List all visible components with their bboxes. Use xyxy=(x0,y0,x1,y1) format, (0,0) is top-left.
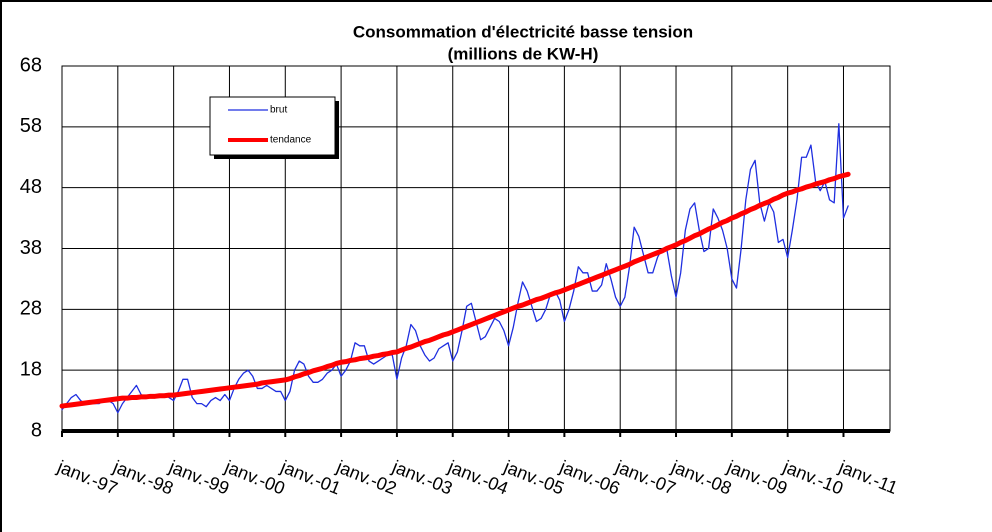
x-tick-label: janv.-01 xyxy=(277,456,344,498)
x-tick-label: janv.-00 xyxy=(221,456,288,498)
x-tick-label: janv.-06 xyxy=(556,456,623,498)
y-tick-label: 58 xyxy=(20,115,42,137)
x-tick-label: janv.-11 xyxy=(835,456,900,498)
x-tick-label: janv.-99 xyxy=(165,456,232,498)
y-tick-label: 48 xyxy=(20,176,42,198)
y-tick-label: 8 xyxy=(31,419,42,441)
y-tick-label: 68 xyxy=(20,54,42,76)
legend-label: tendance xyxy=(270,135,312,146)
x-tick-label: janv.-04 xyxy=(445,456,512,498)
y-tick-label: 18 xyxy=(20,358,42,380)
x-tick-label: janv.-97 xyxy=(54,456,121,498)
x-tick-label: janv.-03 xyxy=(389,456,456,498)
legend xyxy=(209,96,336,156)
series-line xyxy=(61,123,849,414)
y-tick-label: 38 xyxy=(20,237,42,259)
x-tick-label: janv.-09 xyxy=(724,456,791,498)
legend-label: brut xyxy=(270,105,287,116)
x-tick-label: janv.-98 xyxy=(110,456,177,498)
chart-title: Consommation d'électricité basse tension xyxy=(353,22,693,41)
x-tick-label: janv.-10 xyxy=(779,456,846,498)
series-line xyxy=(59,171,851,409)
x-tick-label: janv.-05 xyxy=(500,456,567,498)
x-tick-label: janv.-02 xyxy=(333,456,400,498)
chart-subtitle: (millions de KW-H) xyxy=(448,44,599,63)
y-tick-label: 28 xyxy=(20,298,42,320)
x-tick-label: janv.-07 xyxy=(612,456,679,498)
x-tick-label: janv.-08 xyxy=(668,456,735,498)
